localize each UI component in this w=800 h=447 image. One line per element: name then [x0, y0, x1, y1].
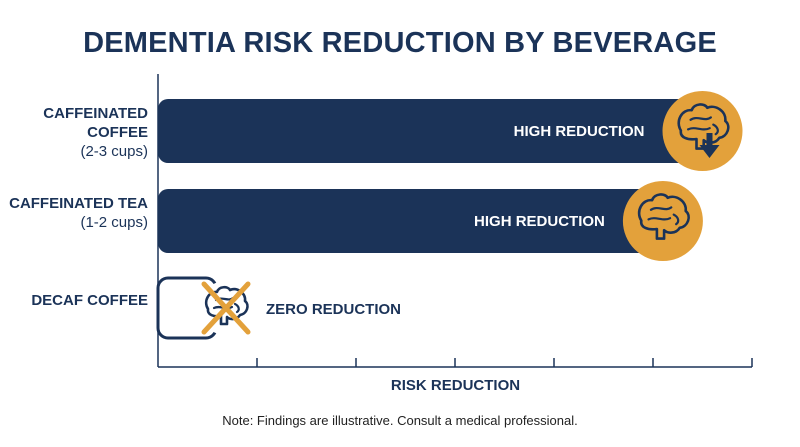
bar-label: HIGH REDUCTION: [514, 123, 645, 140]
category-label-coffee: CAFFEINATED COFFEE (2-3 cups): [0, 104, 148, 161]
bar: [158, 189, 663, 253]
bar-label: ZERO REDUCTION: [266, 301, 401, 318]
category-detail: (2-3 cups): [80, 143, 148, 160]
brain-icon: [622, 181, 703, 261]
chart-title: DEMENTIA RISK REDUCTION BY BEVERAGE: [83, 27, 717, 59]
footer-note: Note: Findings are illustrative. Consult…: [222, 413, 578, 428]
category-name: CAFFEINATED COFFEE: [43, 105, 148, 141]
bar-label: HIGH REDUCTION: [474, 213, 605, 230]
bar: [158, 99, 703, 163]
category-label-decaf: DECAF COFFEE: [31, 291, 148, 310]
brain-crossed-icon: [199, 281, 253, 335]
category-label-tea: CAFFEINATED TEA (1-2 cups): [9, 194, 148, 232]
category-detail: (1-2 cups): [80, 214, 148, 231]
brain-down-arrow-icon: [662, 91, 743, 171]
x-axis-label: RISK REDUCTION: [390, 377, 521, 394]
category-name: DECAF COFFEE: [31, 292, 148, 309]
category-name: CAFFEINATED TEA: [9, 195, 148, 212]
